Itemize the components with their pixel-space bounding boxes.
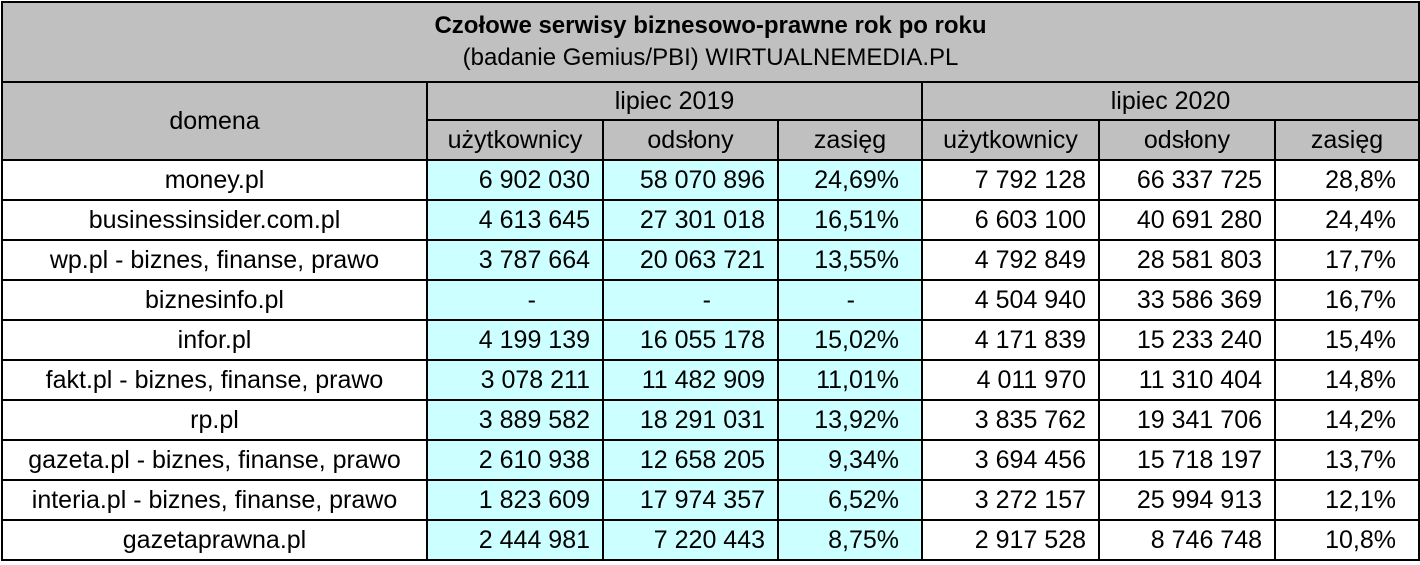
pageviews-2019-cell: 11 482 909 — [602, 359, 779, 401]
users-2020-cell: 4 171 839 — [921, 319, 1100, 361]
pageviews-2019-cell: - — [602, 279, 779, 321]
domain-cell: businessinsider.com.pl — [1, 199, 428, 241]
reach-2019-cell: 6,52% — [777, 479, 923, 521]
domain-cell: gazeta.pl - biznes, finanse, prawo — [1, 439, 428, 481]
table-row: infor.pl 4 199 139 16 055 178 15,02% 4 171 8… — [1, 319, 1420, 361]
col-header-reach-2019: zasięg — [777, 119, 923, 161]
reach-2020-cell: 15,4% — [1273, 319, 1420, 361]
users-2019-cell: 6 902 030 — [426, 159, 604, 201]
table-row: interia.pl - biznes, finanse, prawo 1 823… — [1, 479, 1420, 521]
domain-cell: fakt.pl - biznes, finanse, prawo — [1, 359, 428, 401]
reach-2020-cell: 12,1% — [1273, 479, 1420, 521]
pageviews-2020-cell: 15 233 240 — [1098, 319, 1276, 361]
table-subtitle: (badanie Gemius/PBI) WIRTUALNEMEDIA.PL — [462, 44, 959, 71]
reach-2019-cell: 8,75% — [777, 519, 923, 561]
users-2019-cell: 4 613 645 — [426, 199, 604, 241]
table-row: businessinsider.com.pl 4 613 645 27 301 01… — [1, 199, 1420, 241]
table-row: gazeta.pl - biznes, finanse, prawo 2 610 … — [1, 439, 1420, 481]
col-header-pageviews-2019: odsłony — [602, 119, 779, 161]
table-title: Czołowe serwisy biznesowo-prawne rok po … — [434, 11, 987, 39]
pageviews-2019-cell: 12 658 205 — [602, 439, 779, 481]
pageviews-2020-cell: 28 581 803 — [1098, 239, 1276, 281]
reach-2019-cell: - — [777, 279, 923, 321]
users-2020-cell: 2 917 528 — [921, 519, 1100, 561]
pageviews-2020-cell: 66 337 725 — [1098, 159, 1276, 201]
users-2020-cell: 3 835 762 — [921, 399, 1100, 441]
reach-2019-cell: 16,51% — [777, 199, 923, 241]
users-2020-cell: 4 792 849 — [921, 239, 1100, 281]
users-2020-cell: 3 272 157 — [921, 479, 1100, 521]
users-2019-cell: 2 610 938 — [426, 439, 604, 481]
users-2019-cell: 4 199 139 — [426, 319, 604, 361]
pageviews-2019-cell: 58 070 896 — [602, 159, 779, 201]
table-row: money.pl 6 902 030 58 070 896 24,69% 7 792 1… — [1, 159, 1420, 201]
pageviews-2019-cell: 17 974 357 — [602, 479, 779, 521]
period-header-2019: lipiec 2019 — [426, 81, 923, 121]
users-2019-cell: 3 078 211 — [426, 359, 604, 401]
table-row: fakt.pl - biznes, finanse, prawo 3 078 21… — [1, 359, 1420, 401]
reach-2019-cell: 15,02% — [777, 319, 923, 361]
reach-2020-cell: 17,7% — [1273, 239, 1420, 281]
users-2019-cell: 3 889 582 — [426, 399, 604, 441]
domain-cell: wp.pl - biznes, finanse, prawo — [1, 239, 428, 281]
reach-2019-cell: 9,34% — [777, 439, 923, 481]
domain-cell: money.pl — [1, 159, 428, 201]
domain-cell: rp.pl — [1, 399, 428, 441]
pageviews-2019-cell: 16 055 178 — [602, 319, 779, 361]
users-2019-cell: - — [426, 279, 604, 321]
pageviews-2019-cell: 18 291 031 — [602, 399, 779, 441]
pageviews-2020-cell: 15 718 197 — [1098, 439, 1276, 481]
users-2019-cell: 1 823 609 — [426, 479, 604, 521]
reach-2019-cell: 24,69% — [777, 159, 923, 201]
pageviews-2019-cell: 7 220 443 — [602, 519, 779, 561]
reach-2019-cell: 13,55% — [777, 239, 923, 281]
domain-cell: biznesinfo.pl — [1, 279, 428, 321]
pageviews-2020-cell: 40 691 280 — [1098, 199, 1276, 241]
col-header-users-2019: użytkownicy — [426, 119, 604, 161]
col-header-users-2020: użytkownicy — [921, 119, 1100, 161]
reach-2020-cell: 24,4% — [1273, 199, 1420, 241]
table-row: gazetaprawna.pl 2 444 981 7 220 443 8,75% 2 … — [1, 519, 1420, 561]
users-2020-cell: 4 011 970 — [921, 359, 1100, 401]
pageviews-2020-cell: 25 994 913 — [1098, 479, 1276, 521]
users-2019-cell: 2 444 981 — [426, 519, 604, 561]
users-2020-cell: 7 792 128 — [921, 159, 1100, 201]
pageviews-2019-cell: 20 063 721 — [602, 239, 779, 281]
pageviews-2020-cell: 33 586 369 — [1098, 279, 1276, 321]
reach-2020-cell: 13,7% — [1273, 439, 1420, 481]
table-row: biznesinfo.pl - - -4 504 940 33 586 369 16,7% — [1, 279, 1420, 321]
domain-cell: gazetaprawna.pl — [1, 519, 428, 561]
reach-2020-cell: 28,8% — [1273, 159, 1420, 201]
pageviews-2020-cell: 19 341 706 — [1098, 399, 1276, 441]
reach-2020-cell: 10,8% — [1273, 519, 1420, 561]
pageviews-2020-cell: 11 310 404 — [1098, 359, 1276, 401]
reach-2019-cell: 11,01% — [777, 359, 923, 401]
col-header-reach-2020: zasięg — [1273, 119, 1420, 161]
reach-2020-cell: 14,8% — [1273, 359, 1420, 401]
pageviews-2019-cell: 27 301 018 — [602, 199, 779, 241]
pageviews-2020-cell: 8 746 748 — [1098, 519, 1276, 561]
domain-cell: interia.pl - biznes, finanse, prawo — [1, 479, 428, 521]
users-2020-cell: 4 504 940 — [921, 279, 1100, 321]
reach-2020-cell: 14,2% — [1273, 399, 1420, 441]
table-row: rp.pl 3 889 582 18 291 031 13,92% 3 835 762 1… — [1, 399, 1420, 441]
users-2020-cell: 6 603 100 — [921, 199, 1100, 241]
col-header-pageviews-2020: odsłony — [1098, 119, 1276, 161]
table-row: wp.pl - biznes, finanse, prawo 3 787 664 2… — [1, 239, 1420, 281]
table-title-cell: Czołowe serwisy biznesowo-prawne rok po … — [0, 1, 1420, 83]
reach-2019-cell: 13,92% — [777, 399, 923, 441]
users-2020-cell: 3 694 456 — [921, 439, 1100, 481]
reach-2020-cell: 16,7% — [1273, 279, 1420, 321]
domain-cell: infor.pl — [1, 319, 428, 361]
users-2019-cell: 3 787 664 — [426, 239, 604, 281]
domain-header: domena — [1, 81, 428, 161]
period-header-2020: lipiec 2020 — [920, 81, 1420, 121]
